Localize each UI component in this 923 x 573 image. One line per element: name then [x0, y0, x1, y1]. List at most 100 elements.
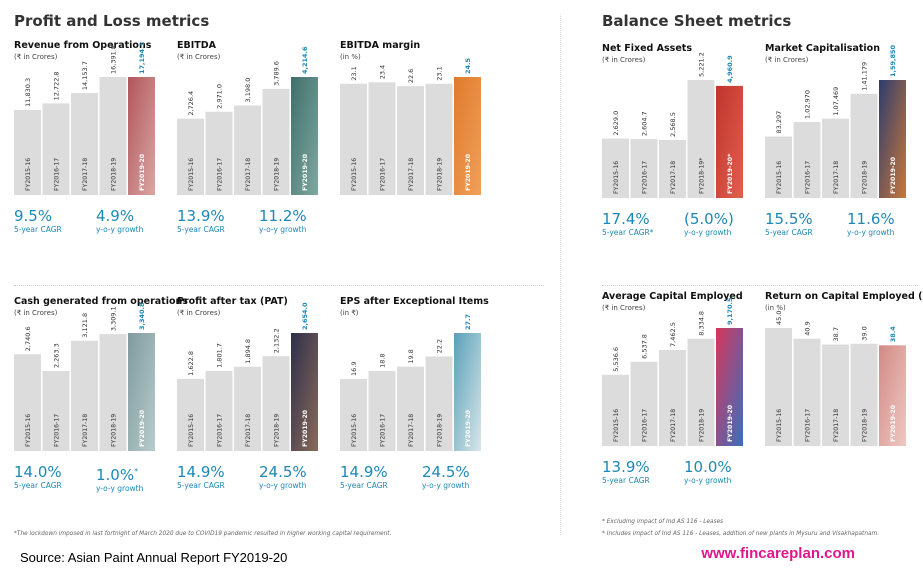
category-label: FY2017-18	[408, 158, 415, 191]
stat-number: 13.9%	[602, 458, 650, 476]
stat-label: 5-year CAGR	[602, 476, 650, 485]
cagr-stat: 15.5% 5-year CAGR	[765, 211, 813, 237]
value-label: 23.4	[379, 65, 387, 79]
stat-label: 5-year CAGR	[177, 225, 225, 234]
value-label: 2,726.4	[187, 91, 195, 116]
category-label: FY2017-18	[408, 414, 415, 447]
category-label: FY2016-17	[805, 409, 812, 442]
category-label: FY2016-17	[380, 414, 387, 447]
bar-chart-pat: 1,622.8 FY2015-16 1,801.7 FY2016-17 1,894.8 F…	[177, 302, 318, 451]
bar-highlight	[291, 333, 318, 451]
value-label: 22.2	[436, 339, 444, 353]
bar	[177, 378, 204, 451]
bar	[630, 361, 658, 446]
panel-pat: Profit after tax (PAT) (₹ in Crores) 1,622…	[177, 296, 318, 516]
value-label: 2,263.3	[53, 343, 61, 368]
bar	[397, 366, 424, 451]
category-label: FY2018-19	[862, 409, 869, 442]
category-label: FY2016-17	[54, 414, 61, 447]
bar-highlight	[291, 77, 318, 195]
stat-label: 5-year CAGR	[177, 481, 225, 490]
cagr-stat: 14.9% 5-year CAGR	[340, 464, 388, 490]
panel-market_cap: Market Capitalisation (₹ in Crores) 83,297…	[765, 43, 906, 263]
stat-number: 24.5%	[422, 463, 470, 481]
panel-ebitda: EBITDA (₹ in Crores) 2,726.4 FY2015-16 2,971…	[177, 40, 318, 260]
stat-label: y-o-y growth	[96, 484, 144, 493]
stat-number: 15.5%	[765, 210, 813, 228]
stat-value: 4.9%	[96, 208, 143, 224]
stat-label: 5-year CAGR	[14, 225, 62, 234]
bar	[397, 86, 424, 195]
bar	[793, 121, 821, 198]
value-label: 7,462.5	[669, 322, 677, 347]
category-label: FY2015-16	[613, 161, 620, 194]
value-label: 45.0	[775, 311, 783, 325]
bar-highlight	[879, 345, 906, 446]
chart-title: Average Capital Employed	[602, 291, 743, 302]
category-label: FY2016-17	[217, 414, 224, 447]
chart-title: Profit after tax (PAT)	[177, 296, 288, 307]
bar-chart-capital_employed: 5,536.6 FY2015-16 6,537.8 FY2016-17 7,462.5 F…	[602, 297, 743, 446]
category-label: FY2015-16	[351, 414, 358, 447]
bar	[687, 80, 715, 198]
bar-highlight	[716, 328, 743, 446]
category-label: FY2019-20	[139, 153, 146, 191]
value-label: 3,198.0	[244, 78, 252, 103]
bar	[14, 109, 41, 195]
stat-value: 11.6%	[847, 211, 895, 227]
category-label: FY2019-20	[465, 153, 472, 191]
bar-highlight	[454, 333, 481, 451]
value-label: 2,132.2	[273, 328, 281, 353]
value-label: 1,02,970	[804, 90, 812, 119]
category-label: FY2017-18	[245, 414, 252, 447]
category-label: FY2018-19	[274, 414, 281, 447]
category-label: FY2019-20	[890, 156, 897, 194]
category-label: FY2018-19	[699, 409, 706, 442]
category-label: FY2017-18	[670, 161, 677, 194]
row-divider-left	[14, 285, 544, 286]
bar	[340, 83, 367, 195]
panel-roce: Return on Capital Employed (ROCE) (in %)4…	[765, 291, 923, 511]
value-label: 1,07,469	[832, 87, 840, 116]
value-label: 5,221.2	[698, 52, 706, 77]
bar	[602, 138, 629, 198]
bar-chart-revenue: 11,830.3 FY2015-16 12,722.8 FY2016-17 14,153…	[14, 41, 155, 195]
chart-title: Market Capitalisation	[765, 43, 880, 54]
cagr-stat: 17.4% 5-year CAGR*	[602, 211, 653, 237]
bar	[340, 379, 367, 451]
chart-title: Return on Capital Employed (ROCE)	[765, 291, 923, 302]
chart-unit: (in %)	[765, 304, 786, 312]
bar-highlight	[128, 333, 155, 451]
stat-number: 13.9%	[177, 207, 225, 225]
stat-label: 5-year CAGR	[340, 481, 388, 490]
bar	[850, 93, 878, 198]
value-label: 8,334.8	[698, 311, 706, 336]
category-label: FY2017-18	[833, 161, 840, 194]
value-label: 18.8	[379, 353, 387, 367]
bs-section-title: Balance Sheet metrics	[602, 12, 792, 30]
value-label: 1,622.8	[187, 351, 195, 376]
category-label: FY2018-19	[862, 161, 869, 194]
website-link[interactable]: www.fincareplan.com	[701, 545, 855, 562]
bar	[368, 82, 396, 195]
stat-value: 10.0%	[684, 459, 732, 475]
bar-highlight	[716, 85, 743, 198]
bar	[99, 77, 127, 195]
stat-value: 13.9%	[602, 459, 650, 475]
category-label: FY2018-19	[111, 158, 118, 191]
category-label: FY2017-18	[245, 158, 252, 191]
panel-revenue: Revenue from Operations (₹ in Crores) 11,8…	[14, 40, 155, 260]
bar	[822, 344, 849, 446]
stat-value: 11.2%	[259, 208, 307, 224]
value-label: 9,170.5	[726, 297, 734, 325]
category-label: FY2016-17	[805, 161, 812, 194]
category-label: FY2019-20	[139, 409, 146, 447]
chart-title: Net Fixed Assets	[602, 43, 692, 54]
stat-label: y-o-y growth	[684, 476, 732, 485]
bar	[659, 349, 686, 446]
category-label: FY2016-17	[642, 409, 649, 442]
category-label: FY2015-16	[188, 158, 195, 191]
value-label: 12,722.8	[53, 71, 61, 100]
bar	[42, 103, 70, 195]
category-label: FY2019-20	[302, 409, 309, 447]
